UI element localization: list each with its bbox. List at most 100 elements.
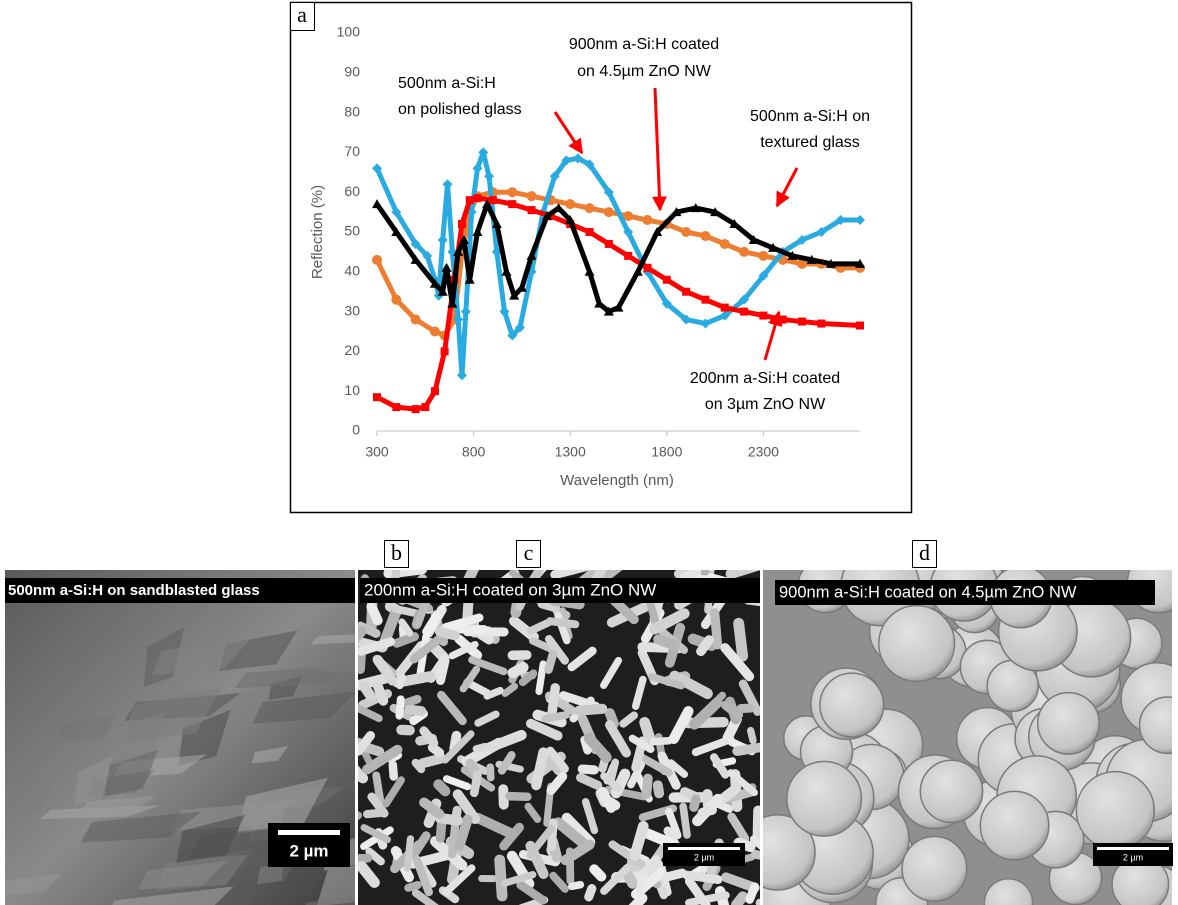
- nanowire: [397, 637, 415, 644]
- nanowire: [683, 807, 687, 835]
- data-point: [701, 296, 709, 304]
- data-point: [507, 187, 517, 197]
- scale-bar-label: 2 µm: [289, 841, 328, 860]
- nanowire: [408, 885, 417, 888]
- nanowire: [400, 677, 402, 685]
- data-point: [682, 288, 690, 296]
- sem-grain: [1076, 772, 1154, 850]
- y-tick-label: 100: [337, 24, 361, 40]
- nanowire: [399, 699, 400, 715]
- data-point: [740, 308, 748, 316]
- data-point: [411, 315, 421, 325]
- x-tick-label: 1800: [651, 444, 682, 460]
- nanowire: [667, 873, 682, 877]
- nanowire: [452, 823, 455, 854]
- nanowire: [594, 869, 601, 876]
- nanowire: [364, 686, 371, 696]
- y-tick-label: 90: [344, 64, 360, 80]
- data-point: [739, 247, 749, 257]
- annotation: on 3µm ZnO NW: [705, 396, 826, 413]
- scale-bar: [1097, 847, 1169, 850]
- nanowire: [500, 860, 502, 896]
- annotation: 900nm a-Si:H coated: [569, 36, 719, 53]
- data-point: [586, 228, 594, 236]
- nanowire: [536, 752, 543, 785]
- data-point: [604, 207, 614, 217]
- sem-grain: [787, 762, 862, 837]
- image-caption: 900nm a-Si:H coated on 4.5µm ZnO NW: [779, 583, 1077, 601]
- nanowire: [548, 654, 553, 670]
- nanowire: [550, 621, 575, 624]
- y-tick-label: 0: [352, 422, 360, 438]
- y-tick-label: 70: [344, 143, 360, 159]
- data-point: [681, 227, 691, 237]
- nanowire: [702, 810, 712, 813]
- panel-label: b: [391, 540, 402, 565]
- nanowire: [572, 885, 581, 887]
- nanowire: [658, 639, 674, 645]
- x-tick-label: 1300: [555, 444, 586, 460]
- scale-bar-label: 2 µm: [1123, 852, 1143, 862]
- data-point: [758, 251, 768, 261]
- sem-grain: [1038, 693, 1099, 754]
- nanowire: [476, 746, 485, 748]
- nanowire: [393, 765, 394, 777]
- y-tick-label: 80: [344, 103, 360, 119]
- sem-grain: [820, 673, 884, 737]
- panel-label: a: [297, 2, 307, 27]
- nanowire: [410, 710, 422, 711]
- nanowire: [628, 876, 632, 884]
- y-tick-label: 10: [344, 382, 360, 398]
- nanowire: [750, 887, 755, 900]
- nanowire: [474, 775, 477, 793]
- annotation: on polished glass: [398, 101, 522, 118]
- annotation: on 4.5µm ZnO NW: [577, 63, 712, 80]
- nanowire: [751, 731, 753, 741]
- nanowire: [510, 796, 528, 797]
- data-point: [527, 191, 537, 201]
- data-point: [759, 312, 767, 320]
- nanowire: [371, 607, 377, 621]
- annotation: textured glass: [760, 134, 860, 151]
- annotation: 500nm a-Si:H: [398, 75, 496, 92]
- nanowire: [701, 640, 709, 651]
- data-point: [392, 403, 400, 411]
- nanowire: [545, 715, 566, 719]
- nanowire: [440, 818, 458, 820]
- data-point: [779, 316, 787, 324]
- x-tick-label: 800: [462, 444, 486, 460]
- y-axis-title: Reflection (%): [309, 185, 326, 279]
- nanowire: [582, 769, 594, 770]
- nanowire: [503, 789, 504, 804]
- nanowire: [640, 879, 642, 890]
- data-point: [624, 252, 632, 260]
- x-tick-label: 2300: [748, 444, 779, 460]
- y-tick-label: 30: [344, 302, 360, 318]
- data-point: [508, 200, 516, 208]
- data-point: [372, 255, 382, 265]
- y-tick-label: 50: [344, 223, 360, 239]
- data-point: [642, 215, 652, 225]
- nanowire: [440, 632, 455, 636]
- sem-grain: [879, 606, 955, 682]
- data-point: [721, 304, 729, 312]
- panel-label: d: [919, 540, 930, 565]
- data-point: [798, 318, 806, 326]
- nanowire: [694, 799, 696, 807]
- data-point: [605, 240, 613, 248]
- data-point: [489, 196, 497, 204]
- y-tick-label: 60: [344, 183, 360, 199]
- nanowire: [470, 764, 475, 771]
- nanowire: [736, 897, 743, 905]
- data-point: [431, 387, 439, 395]
- nanowire: [683, 564, 705, 571]
- y-tick-label: 40: [344, 263, 360, 279]
- data-point: [391, 295, 401, 305]
- data-point: [458, 220, 466, 228]
- data-point: [412, 405, 420, 413]
- data-point: [585, 203, 595, 213]
- data-point: [565, 199, 575, 209]
- nanowire: [715, 613, 718, 645]
- scale-bar: [668, 847, 740, 850]
- x-tick-label: 300: [365, 444, 389, 460]
